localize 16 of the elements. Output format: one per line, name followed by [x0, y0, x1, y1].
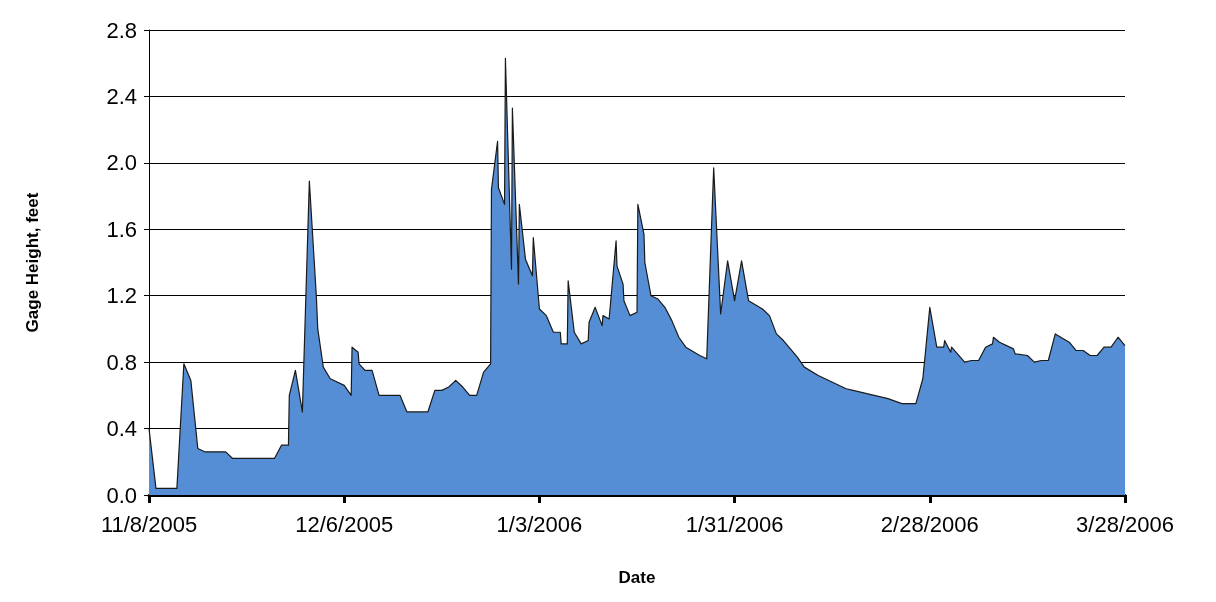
y-tick-label: 2.8 — [106, 17, 137, 43]
y-tick-label: 2.0 — [106, 150, 137, 176]
y-tick-label: 2.4 — [106, 83, 137, 109]
x-tick-label: 1/3/2006 — [496, 511, 583, 537]
x-tick-label: 3/28/2006 — [1076, 511, 1174, 537]
y-tick-label: 1.2 — [106, 283, 137, 309]
y-tick-label: 0.4 — [106, 416, 137, 442]
y-tick-label: 1.6 — [106, 216, 137, 242]
y-axis-title: Gage Height, feet — [23, 192, 42, 333]
x-tick-label: 1/31/2006 — [685, 511, 784, 537]
x-tick-label: 2/28/2006 — [880, 511, 979, 537]
x-tick-label: 11/8/2005 — [100, 511, 198, 537]
x-tick-label: 12/6/2005 — [295, 511, 394, 537]
y-tick-label: 0.8 — [106, 349, 137, 375]
y-tick-label: 0.0 — [106, 482, 137, 508]
x-axis-title: Date — [618, 568, 656, 587]
